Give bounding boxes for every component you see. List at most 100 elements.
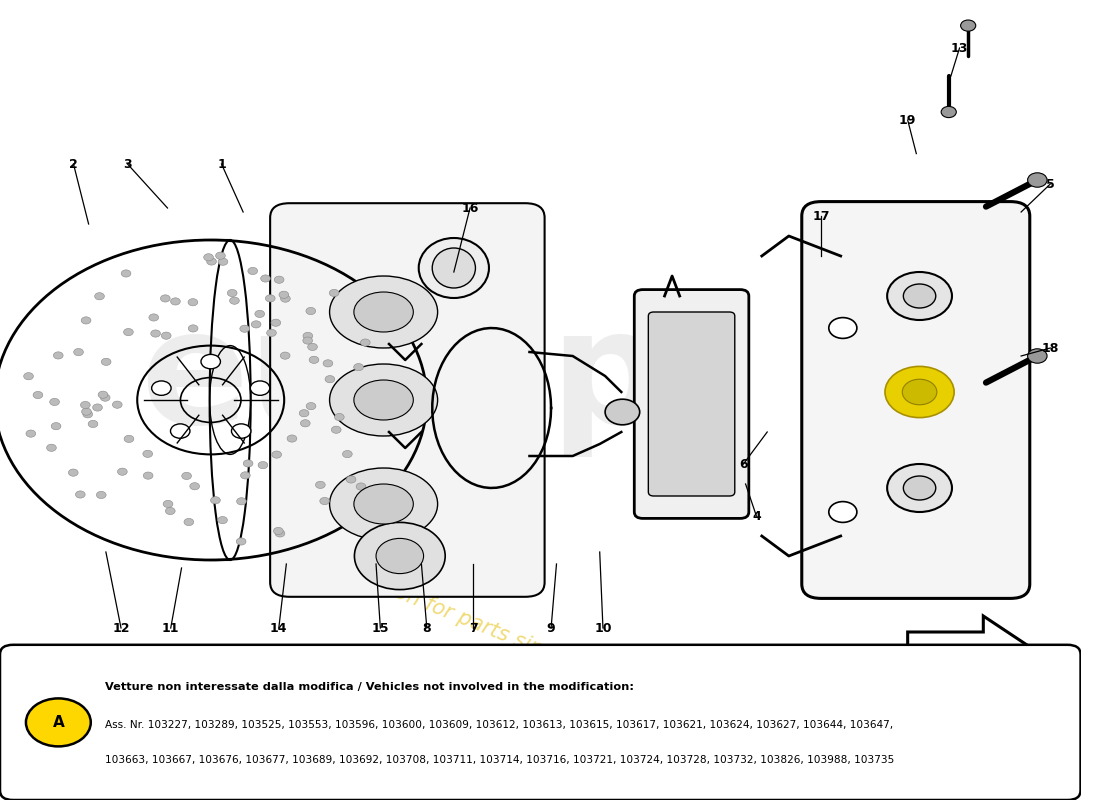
Circle shape [148,314,158,321]
Text: Vetture non interessate dalla modifica / Vehicles not involved in the modificati: Vetture non interessate dalla modifica /… [104,682,634,692]
Circle shape [266,330,276,337]
Circle shape [274,276,284,283]
Circle shape [98,391,108,398]
Circle shape [828,502,857,522]
Circle shape [101,358,111,366]
Circle shape [251,381,270,395]
Circle shape [162,332,172,339]
Text: 7: 7 [469,622,477,634]
Circle shape [346,476,356,483]
Polygon shape [908,616,1046,699]
Circle shape [240,325,250,332]
Ellipse shape [354,292,414,332]
Circle shape [1027,349,1047,363]
Circle shape [210,497,220,504]
Circle shape [204,254,213,261]
Circle shape [354,522,446,590]
Circle shape [68,469,78,476]
Ellipse shape [330,468,438,540]
Circle shape [251,321,261,328]
Text: 8: 8 [422,622,431,634]
Circle shape [46,444,56,451]
Circle shape [151,330,161,337]
Circle shape [228,290,238,297]
Circle shape [92,404,102,411]
Text: 2: 2 [69,158,78,170]
Circle shape [182,472,191,479]
Circle shape [26,698,91,746]
FancyBboxPatch shape [802,202,1030,598]
Circle shape [261,275,271,282]
Circle shape [368,384,378,391]
Ellipse shape [354,380,414,420]
Circle shape [218,517,228,524]
Circle shape [258,462,267,469]
Circle shape [100,394,110,402]
Circle shape [356,483,366,490]
FancyBboxPatch shape [0,645,1080,800]
Circle shape [280,352,290,359]
Circle shape [190,482,199,490]
Circle shape [230,297,240,304]
Circle shape [188,298,198,306]
Circle shape [143,472,153,479]
Circle shape [605,399,640,425]
Circle shape [216,252,225,259]
Text: 1: 1 [217,158,226,170]
Circle shape [52,422,60,430]
Ellipse shape [432,248,475,288]
Circle shape [960,20,976,31]
Circle shape [302,337,312,344]
Circle shape [361,339,370,346]
Text: 3: 3 [123,158,132,170]
Circle shape [887,464,952,512]
Circle shape [33,391,43,398]
Circle shape [74,349,84,356]
Circle shape [887,272,952,320]
Circle shape [887,368,952,416]
Circle shape [299,410,309,417]
Text: 103663, 103667, 103676, 103677, 103689, 103692, 103708, 103711, 103714, 103716, : 103663, 103667, 103676, 103677, 103689, … [104,755,894,766]
Circle shape [903,284,936,308]
Circle shape [143,450,153,458]
Text: 16: 16 [461,202,478,214]
Circle shape [342,450,352,458]
Circle shape [354,363,363,370]
Circle shape [81,317,91,324]
Circle shape [306,402,316,410]
Circle shape [112,401,122,408]
Circle shape [123,329,133,336]
Circle shape [828,318,857,338]
Circle shape [88,420,98,427]
Circle shape [903,380,936,404]
Circle shape [97,491,106,498]
Circle shape [903,476,936,500]
Circle shape [1027,173,1047,187]
Ellipse shape [354,484,414,524]
Circle shape [82,410,92,418]
Circle shape [309,356,319,363]
Circle shape [316,482,326,489]
Circle shape [306,307,316,314]
Circle shape [165,507,175,514]
Circle shape [236,538,246,545]
Text: 9: 9 [547,622,556,634]
Circle shape [886,366,954,418]
Circle shape [24,373,33,380]
Text: 14: 14 [270,622,287,634]
Circle shape [241,472,250,479]
Circle shape [80,402,90,409]
Circle shape [331,426,341,434]
Circle shape [329,290,339,297]
Text: 12: 12 [112,622,130,634]
Circle shape [272,451,282,458]
Circle shape [163,500,173,507]
Circle shape [942,106,956,118]
Circle shape [308,343,318,350]
Circle shape [188,325,198,332]
Circle shape [218,258,228,266]
Circle shape [236,498,246,505]
Circle shape [201,354,220,369]
Circle shape [324,375,334,382]
Text: europ: europ [141,302,666,457]
